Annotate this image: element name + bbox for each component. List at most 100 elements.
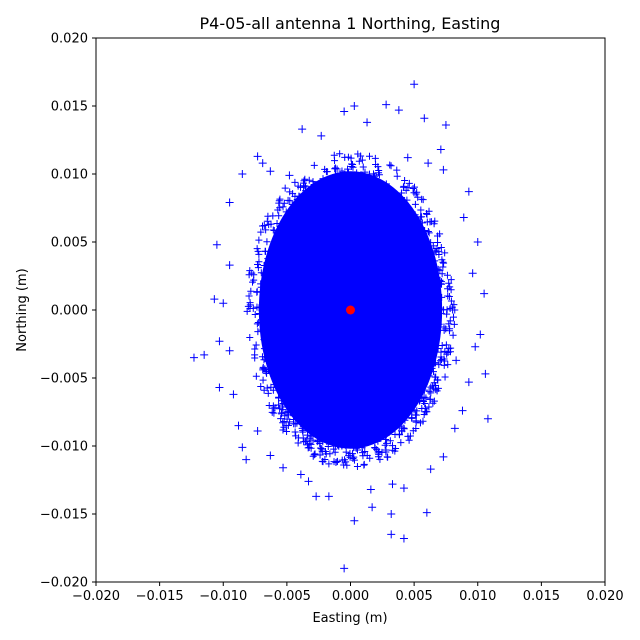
cloud-edge-marker: [262, 247, 270, 255]
cloud-edge-marker: [406, 384, 414, 392]
cloud-edge-marker: [420, 236, 428, 244]
cloud-edge-marker: [444, 361, 452, 369]
scatter-point-plus: [225, 198, 234, 207]
cloud-edge-marker: [292, 395, 300, 403]
cloud-edge-marker: [355, 157, 363, 165]
cloud-edge-marker: [352, 190, 360, 198]
cloud-edge-marker: [376, 455, 384, 463]
cloud-edge-marker: [265, 366, 273, 374]
cloud-edge-marker: [290, 211, 298, 219]
cloud-edge-marker: [260, 270, 268, 278]
cloud-edge-marker: [253, 288, 261, 296]
cloud-edge-marker: [387, 162, 395, 170]
cloud-edge-marker: [274, 230, 282, 238]
cloud-edge-marker: [399, 411, 407, 419]
cloud-edge-marker: [401, 416, 409, 424]
cloud-edge-marker: [331, 424, 339, 432]
scatter-point-plus: [458, 406, 467, 415]
cloud-edge-marker: [350, 456, 358, 464]
cloud-edge-marker: [347, 425, 355, 433]
scatter-point-plus: [238, 443, 247, 452]
cloud-edge-marker: [323, 184, 331, 192]
cloud-edge-marker: [284, 407, 292, 415]
cloud-edge-marker: [433, 245, 441, 253]
cloud-edge-marker: [411, 395, 419, 403]
cloud-edge-marker: [298, 215, 306, 223]
cloud-edge-marker: [408, 407, 416, 415]
cloud-edge-marker: [425, 298, 433, 306]
cloud-edge-marker: [429, 368, 437, 376]
cloud-edge-marker: [245, 292, 253, 300]
chart-title: P4-05-all antenna 1 Northing, Easting: [200, 14, 501, 33]
cloud-edge-marker: [425, 328, 433, 336]
scatter-point-plus: [441, 121, 450, 130]
cloud-edge-marker: [328, 196, 336, 204]
cloud-edge-marker: [265, 221, 273, 229]
cloud-edge-marker: [438, 342, 446, 350]
cloud-edge-marker: [281, 412, 289, 420]
cloud-edge-marker: [421, 226, 429, 234]
cloud-edge-marker: [315, 431, 323, 439]
cloud-edge-marker: [422, 269, 430, 277]
cloud-edge-marker: [338, 442, 346, 450]
cloud-edge-marker: [352, 433, 360, 441]
cloud-edge-marker: [323, 168, 331, 176]
cloud-edge-marker: [414, 389, 422, 397]
cloud-edge-marker: [428, 311, 436, 319]
cloud-edge-marker: [273, 373, 281, 381]
scatter-point-plus: [410, 80, 419, 89]
cloud-edge-marker: [294, 203, 302, 211]
cloud-edge-marker: [286, 213, 294, 221]
cloud-edge-marker: [434, 232, 442, 240]
cloud-edge-marker: [370, 188, 378, 196]
cloud-edge-marker: [432, 273, 440, 281]
cloud-edge-marker: [277, 224, 285, 232]
cloud-edge-marker: [436, 276, 444, 284]
cloud-edge-marker: [268, 313, 276, 321]
cloud-edge-marker: [325, 460, 333, 468]
cloud-edge-marker: [360, 461, 368, 469]
scatter-point-plus: [350, 516, 359, 525]
cloud-edge-marker: [427, 292, 435, 300]
cloud-edge-marker: [396, 392, 404, 400]
cloud-edge-marker: [344, 168, 352, 176]
cloud-edge-marker: [357, 171, 365, 179]
cloud-edge-marker: [370, 427, 378, 435]
cloud-edge-marker: [378, 181, 386, 189]
cloud-edge-marker: [419, 417, 427, 425]
cloud-edge-marker: [273, 380, 281, 388]
cloud-edge-marker: [450, 301, 458, 309]
cloud-edge-marker: [407, 403, 415, 411]
cloud-edge-marker: [265, 266, 273, 274]
cloud-edge-marker: [341, 153, 349, 161]
cloud-edge-marker: [322, 416, 330, 424]
cloud-edge-marker: [326, 178, 334, 186]
cloud-edge-marker: [393, 415, 401, 423]
cloud-edge-marker: [431, 334, 439, 342]
cloud-edge-marker: [389, 446, 397, 454]
scatter-point-plus: [363, 118, 372, 127]
cloud-edge-marker: [381, 194, 389, 202]
scatter-point-plus: [399, 534, 408, 543]
cloud-edge-marker: [443, 350, 451, 358]
cloud-edge-marker: [417, 226, 425, 234]
cloud-edge-marker: [438, 293, 446, 301]
cloud-edge-marker: [418, 219, 426, 227]
cloud-edge-marker: [419, 240, 427, 248]
cloud-edge-marker: [422, 394, 430, 402]
cloud-edge-marker: [409, 185, 417, 193]
scatter-point-plus: [368, 503, 377, 512]
cloud-edge-marker: [439, 263, 447, 271]
cloud-edge-marker: [284, 421, 292, 429]
cloud-edge-marker: [260, 345, 268, 353]
cloud-edge-marker: [441, 249, 449, 257]
cloud-edge-marker: [254, 328, 262, 336]
cloud-edge-marker: [375, 447, 383, 455]
cloud-edge-marker: [298, 197, 306, 205]
cloud-edge-marker: [261, 320, 269, 328]
cloud-edge-marker: [325, 426, 333, 434]
scatter-point-plus: [253, 427, 262, 436]
scatter-point-plus: [215, 337, 224, 346]
cloud-edge-marker: [418, 195, 426, 203]
cloud-edge-marker: [294, 388, 302, 396]
